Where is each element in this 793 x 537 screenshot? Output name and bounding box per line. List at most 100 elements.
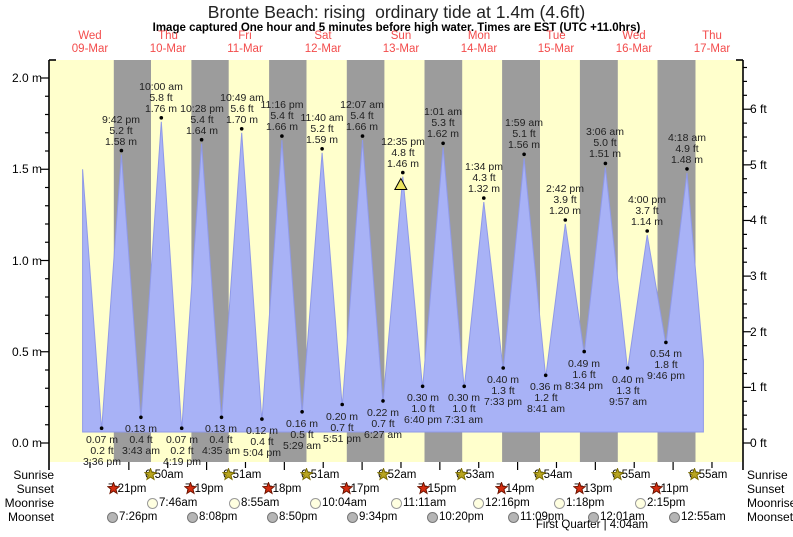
moonrise-time: 1:18pm	[566, 497, 605, 509]
day-date: 15-Mar	[537, 42, 575, 55]
low-tide-label: 0.36 m 1.2 ft 8:41 am	[527, 381, 565, 415]
sunset-entry: 7:13pm	[573, 482, 612, 496]
sunset-time: 7:14pm	[496, 483, 535, 495]
tide-point-dot	[543, 373, 548, 378]
moonset-icon	[508, 511, 519, 523]
sunset-time: 7:11pm	[651, 483, 689, 495]
low-tide-label: 0.13 m 0.4 ft 3:43 am	[122, 423, 160, 457]
moonset-entry: 10:20pm	[427, 510, 484, 524]
day-date: 12-Mar	[304, 42, 342, 55]
sunrise-time: 6:55am	[689, 469, 728, 481]
sunrise-entry: 6:51am	[222, 468, 261, 482]
tide-point-dot	[159, 116, 164, 120]
moonset-icon	[427, 511, 438, 523]
high-tide-label: 4:00 pm 3.7 ft 1.14 m	[628, 194, 666, 228]
day-name: Tue	[546, 30, 566, 42]
day-name: Thu	[702, 30, 722, 42]
sunrise-time: 6:54am	[534, 469, 573, 481]
y-axis-label-ft: 6 ft	[750, 102, 767, 116]
day-date: 10-Mar	[149, 42, 187, 55]
row-label-sunrise: Sunrise	[747, 468, 788, 482]
sunset-time: 7:19pm	[185, 483, 224, 495]
sunrise-entry: 6:53am	[455, 468, 494, 482]
sunrise-time: 6:51am	[301, 469, 340, 481]
y-axis-label-m: 0.5 m	[11, 345, 42, 359]
high-tide-label: 11:16 pm 5.4 ft 1.66 m	[260, 99, 304, 133]
moonset-entry: 8:08pm	[187, 510, 237, 524]
tide-point-dot	[280, 134, 284, 138]
moonset-entry: 8:50pm	[267, 510, 317, 524]
high-tide-label: 11:40 am 5.2 ft 1.59 m	[300, 112, 344, 146]
tide-point-dot	[119, 148, 124, 153]
tide-point-dot	[260, 417, 264, 421]
moonset-time: 11:09pm	[520, 511, 564, 523]
day-date: 11-Mar	[227, 42, 263, 55]
sunset-entry: 7:21pm	[107, 482, 146, 496]
moonset-entry: 11:09pm	[508, 510, 564, 524]
tide-point-dot	[522, 152, 526, 157]
sunset-entry: 7:11pm	[650, 482, 689, 496]
sunset-time: 7:18pm	[263, 483, 302, 495]
moonrise-entry: 1:18pm	[554, 496, 604, 510]
row-label-moonset: Moonset	[747, 510, 793, 524]
tide-point-dot	[179, 426, 184, 431]
sunrise-time: 6:53am	[456, 469, 495, 481]
sunrise-time: 6:55am	[612, 469, 651, 481]
day-label: Thu 10-Mar	[130, 30, 206, 55]
high-tide-label: 10:28 pm 5.4 ft 1.64 m	[180, 103, 224, 137]
sunset-time: 7:15pm	[418, 483, 457, 495]
day-name: Thu	[158, 30, 178, 42]
tide-point-dot	[199, 137, 204, 142]
high-tide-label: 2:42 pm 3.9 ft 1.20 m	[546, 183, 584, 217]
moonrise-entry: 8:55am	[229, 496, 279, 510]
moonrise-time: 2:15pm	[647, 497, 686, 509]
high-tide-label: 10:00 am 5.8 ft 1.76 m	[139, 81, 183, 115]
moonset-time: 7:26pm	[119, 511, 158, 523]
tide-point-dot	[441, 141, 445, 146]
high-tide-label: 12:07 am 5.4 ft 1.66 m	[340, 99, 384, 133]
sunset-entry: 7:14pm	[495, 482, 534, 496]
moonrise-entry: 12:16pm	[473, 496, 530, 510]
moonrise-time: 11:11am	[403, 497, 447, 509]
moonset-time: 8:08pm	[199, 511, 238, 523]
day-label: Wed 09-Mar	[52, 30, 128, 55]
moonrise-icon	[473, 497, 484, 509]
sunset-time: 7:13pm	[574, 483, 613, 495]
row-label-moonset: Moonset	[7, 510, 54, 524]
tide-point-dot	[340, 402, 345, 407]
day-date: 13-Mar	[382, 42, 420, 55]
page-title: Bronte Beach: rising ordinary tide at 1.…	[207, 2, 586, 22]
sunset-time: 7:21pm	[108, 483, 147, 495]
moonrise-icon	[554, 497, 565, 509]
low-tide-label: 0.12 m 0.4 ft 5:04 pm	[243, 425, 281, 459]
y-axis-label-ft: 0 ft	[750, 436, 767, 450]
current-time-marker	[393, 177, 408, 191]
low-tide-label: 0.54 m 1.8 ft 9:46 pm	[647, 348, 685, 382]
day-name: Wed	[622, 30, 646, 42]
sunset-entry: 7:17pm	[340, 482, 379, 496]
low-tide-label: 0.22 m 0.7 ft 6:27 am	[364, 407, 402, 441]
tide-point-dot	[300, 410, 304, 414]
day-label: Wed 16-Mar	[596, 30, 672, 55]
row-label-sunset: Sunset	[16, 482, 54, 496]
tide-point-dot	[501, 366, 506, 370]
tide-point-dot	[219, 415, 224, 420]
moonrise-icon	[391, 497, 402, 509]
row-label-sunset: Sunset	[747, 482, 785, 496]
moonset-entry: 12:55am	[669, 510, 726, 524]
tide-point-dot	[582, 349, 586, 354]
day-label: Tue 15-Mar	[518, 30, 594, 55]
sunrise-entry: 6:55am	[688, 468, 727, 482]
day-label: Fri 11-Mar	[207, 30, 283, 55]
high-tide-label: 1:01 am 5.3 ft 1.62 m	[424, 106, 462, 140]
tide-point-dot	[462, 384, 467, 389]
sunrise-time: 6:52am	[378, 469, 417, 481]
y-axis-label-ft: 2 ft	[750, 325, 767, 339]
low-tide-label: 0.07 m 0.2 ft 4:19 pm	[163, 434, 201, 468]
day-label: Sun 13-Mar	[363, 30, 439, 55]
moonset-entry: 9:34pm	[347, 510, 397, 524]
moonrise-time: 10:04am	[322, 497, 367, 509]
moonset-icon	[588, 511, 599, 523]
